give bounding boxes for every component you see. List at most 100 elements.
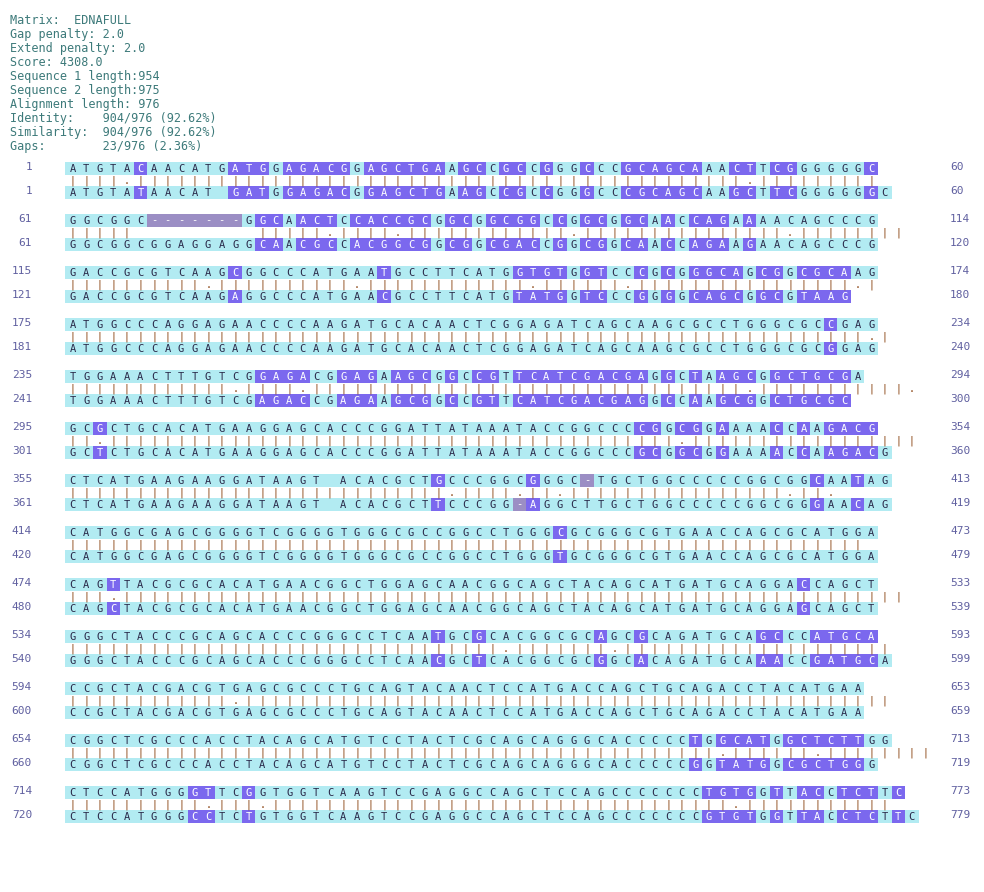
Text: T: T bbox=[110, 580, 116, 590]
Text: C: C bbox=[651, 632, 658, 641]
Text: |: | bbox=[164, 488, 170, 499]
Text: |: | bbox=[340, 747, 346, 758]
Text: C: C bbox=[489, 656, 495, 665]
Text: C: C bbox=[584, 656, 590, 665]
Text: G: G bbox=[828, 424, 833, 434]
Text: A: A bbox=[354, 292, 360, 301]
Text: C: C bbox=[625, 239, 631, 250]
Text: A: A bbox=[746, 736, 753, 746]
Text: |: | bbox=[232, 488, 238, 499]
Text: T: T bbox=[706, 580, 712, 590]
FancyBboxPatch shape bbox=[851, 446, 865, 459]
Text: |: | bbox=[476, 280, 482, 290]
Text: G: G bbox=[367, 551, 374, 561]
Text: T: T bbox=[124, 736, 130, 746]
Text: |: | bbox=[787, 747, 793, 758]
Text: A: A bbox=[164, 500, 170, 509]
Text: G: G bbox=[84, 371, 90, 382]
Text: T: T bbox=[164, 371, 170, 382]
Text: |: | bbox=[706, 332, 711, 343]
Text: C: C bbox=[692, 448, 699, 458]
Text: |: | bbox=[557, 696, 563, 706]
Text: |: | bbox=[706, 644, 711, 654]
Text: |: | bbox=[205, 696, 211, 706]
Text: A: A bbox=[651, 580, 658, 590]
Text: G: G bbox=[273, 187, 278, 197]
Text: G: G bbox=[449, 527, 455, 538]
Text: G: G bbox=[232, 551, 238, 561]
Text: |: | bbox=[882, 644, 888, 654]
Text: |: | bbox=[138, 488, 144, 499]
Text: A: A bbox=[773, 216, 779, 226]
Text: C: C bbox=[584, 343, 590, 353]
Text: G: G bbox=[70, 239, 76, 250]
Text: C: C bbox=[70, 580, 76, 590]
Text: A: A bbox=[340, 475, 346, 485]
Text: |: | bbox=[300, 800, 306, 810]
FancyBboxPatch shape bbox=[513, 238, 526, 251]
Text: |: | bbox=[192, 644, 198, 654]
Text: G: G bbox=[232, 187, 238, 197]
Text: C: C bbox=[529, 187, 536, 197]
Text: C: C bbox=[800, 736, 807, 746]
Text: A: A bbox=[868, 632, 875, 641]
Text: G: G bbox=[192, 580, 198, 590]
Text: |: | bbox=[611, 384, 617, 394]
Text: |: | bbox=[503, 176, 509, 186]
Text: .: . bbox=[205, 280, 211, 290]
Text: C: C bbox=[529, 239, 536, 250]
Text: C: C bbox=[151, 683, 157, 693]
Text: |: | bbox=[96, 384, 102, 394]
Text: A: A bbox=[138, 604, 144, 614]
Text: G: G bbox=[571, 187, 577, 197]
Text: A: A bbox=[760, 216, 767, 226]
Text: A: A bbox=[232, 343, 238, 353]
Text: G: G bbox=[218, 475, 224, 485]
Text: |: | bbox=[314, 540, 319, 550]
Text: C: C bbox=[178, 736, 184, 746]
FancyBboxPatch shape bbox=[202, 810, 215, 823]
Text: |: | bbox=[503, 436, 509, 446]
Text: |: | bbox=[124, 591, 130, 602]
Text: C: C bbox=[489, 632, 495, 641]
Text: C: C bbox=[138, 319, 144, 329]
Text: G: G bbox=[96, 604, 103, 614]
Text: C: C bbox=[178, 448, 184, 458]
Text: C: C bbox=[517, 683, 523, 693]
Text: T: T bbox=[557, 268, 563, 277]
Text: |: | bbox=[205, 540, 211, 550]
Text: |: | bbox=[868, 644, 874, 654]
FancyBboxPatch shape bbox=[553, 214, 567, 227]
Text: T: T bbox=[571, 343, 577, 353]
Text: C: C bbox=[164, 759, 170, 770]
Text: A: A bbox=[205, 475, 212, 485]
Text: C: C bbox=[421, 551, 428, 561]
Text: A: A bbox=[665, 187, 671, 197]
Text: G: G bbox=[679, 656, 685, 665]
Text: A: A bbox=[584, 395, 590, 406]
Text: C: C bbox=[110, 656, 116, 665]
Text: C: C bbox=[462, 500, 468, 509]
Text: |: | bbox=[706, 800, 711, 810]
Text: C: C bbox=[828, 812, 833, 822]
Text: A: A bbox=[665, 632, 671, 641]
Text: |: | bbox=[625, 540, 631, 550]
Text: T: T bbox=[313, 475, 320, 485]
Text: |: | bbox=[787, 436, 793, 446]
Text: G: G bbox=[760, 604, 767, 614]
FancyBboxPatch shape bbox=[851, 474, 865, 487]
Text: A: A bbox=[138, 632, 144, 641]
Text: |: | bbox=[719, 591, 725, 602]
Text: T: T bbox=[706, 656, 712, 665]
Text: G: G bbox=[679, 527, 685, 538]
Text: A: A bbox=[584, 580, 590, 590]
Text: |: | bbox=[300, 280, 306, 290]
Text: |: | bbox=[882, 800, 888, 810]
Text: C: C bbox=[381, 292, 387, 301]
Text: T: T bbox=[868, 788, 875, 797]
Text: |: | bbox=[395, 384, 400, 394]
Text: C: C bbox=[773, 551, 779, 561]
Text: T: T bbox=[449, 759, 455, 770]
Text: |: | bbox=[503, 332, 509, 343]
Text: |: | bbox=[205, 176, 211, 186]
